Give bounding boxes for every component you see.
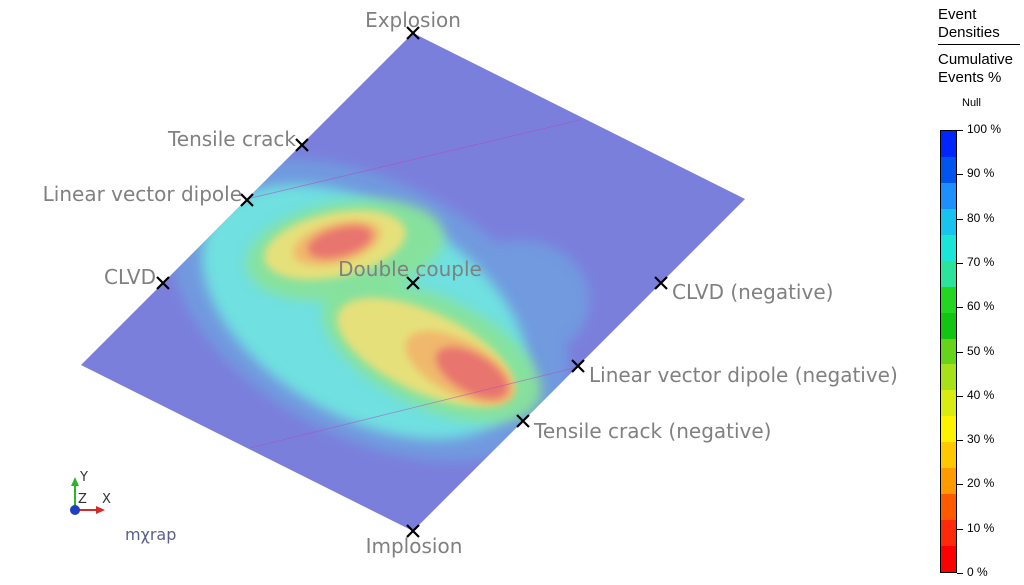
colorbar-tick (957, 218, 963, 220)
axis-z-label: Z (78, 492, 87, 507)
label-linear-vector-dipole: Linear vector dipole (43, 182, 242, 206)
colorbar-segment (941, 260, 956, 287)
colorbar-segment (941, 546, 956, 572)
marker-linear-vector-dipole (240, 193, 254, 207)
label-explosion: Explosion (365, 8, 461, 32)
label-tensile-crack: Tensile crack (167, 127, 296, 151)
colorbar-segment (941, 390, 956, 417)
colorbar-segment (941, 286, 956, 313)
colorbar-segment (941, 442, 956, 469)
marker-clvd (156, 276, 170, 290)
mechanism-markers (156, 26, 668, 538)
colorbar-tick (957, 174, 963, 176)
axis-x-label: X (102, 492, 111, 507)
colorbar-tick (957, 307, 963, 309)
marker-implosion (406, 524, 420, 538)
density-red-region (307, 226, 508, 399)
marker-tensile-crack-negative (516, 414, 530, 428)
label-clvd: CLVD (104, 265, 156, 289)
legend-title-line1: Event (938, 6, 977, 23)
colorbar-segment (941, 416, 956, 443)
mechanism-labels: Explosion Tensile crack Linear vector di… (43, 8, 898, 558)
legend-subtitle-line1: Cumulative (938, 51, 1014, 68)
colorbar-tick (957, 528, 963, 530)
colorbar-tick (957, 395, 963, 397)
colorbar-tick-label: 30 % (967, 432, 995, 447)
colorbar-tick-label: 90 % (967, 166, 995, 181)
colorbar-segment (941, 520, 956, 546)
colorbar-segment (941, 156, 956, 183)
marker-linear-vector-dipole-negative (571, 359, 585, 373)
colorbar-tick-label: 50 % (967, 343, 995, 358)
colorbar-tick-label: 70 % (967, 254, 995, 269)
marker-double-couple (406, 276, 420, 290)
reference-line-lower (249, 366, 579, 449)
colorbar-segment (941, 338, 956, 365)
colorbar-segment (941, 494, 956, 521)
colorbar (940, 130, 957, 573)
reference-line-upper (246, 119, 581, 200)
colorbar-tick (957, 440, 963, 442)
colorbar-tick (957, 484, 963, 486)
axis-triad (70, 477, 105, 515)
axis-y-label: Y (80, 470, 88, 485)
marker-explosion (406, 26, 420, 40)
colorbar-tick-label: 20 % (967, 476, 995, 491)
legend-divider (938, 44, 1020, 45)
density-plot: Explosion Tensile crack Linear vector di… (43, 8, 898, 558)
colorbar-segment (941, 182, 956, 209)
label-double-couple: Double couple (338, 257, 482, 281)
label-linear-vector-dipole-negative: Linear vector dipole (negative) (589, 363, 898, 387)
y-axis-arrowhead (71, 477, 79, 486)
legend-null-label: Null (962, 97, 981, 109)
colorbar-tick-label: 100 % (967, 122, 1002, 136)
mxrap-logo: mχrap (125, 525, 177, 544)
x-axis-arrowhead (96, 506, 105, 514)
colorbar-tick (957, 351, 963, 353)
colorbar-tick-label: 60 % (967, 299, 995, 314)
colorbar-segment (941, 468, 956, 495)
density-contours (170, 158, 590, 462)
legend-title-line2: Densities (938, 24, 1000, 41)
colorbar-legend: Event Densities Cumulative Events % Null… (930, 0, 1024, 585)
z-axis-origin (70, 505, 80, 515)
marker-clvd-negative (654, 276, 668, 290)
colorbar-segment (941, 208, 956, 235)
label-clvd-negative: CLVD (negative) (672, 280, 833, 304)
colorbar-tick (957, 573, 963, 574)
colorbar-tick-label: 10 % (967, 520, 995, 535)
legend-subtitle-line2: Events % (938, 69, 1002, 86)
marker-tensile-crack (295, 138, 309, 152)
colorbar-segment (941, 312, 956, 339)
colorbar-tick-label: 40 % (967, 387, 995, 402)
colorbar-tick (957, 130, 963, 131)
colorbar-tick-label: 80 % (967, 210, 995, 225)
colorbar-segment (941, 234, 956, 261)
label-tensile-crack-negative: Tensile crack (negative) (533, 419, 771, 443)
colorbar-tick-label: 0 % (967, 565, 988, 579)
colorbar-tick (957, 262, 963, 264)
label-implosion: Implosion (366, 534, 463, 558)
colorbar-segment (941, 131, 956, 157)
legend-subtitle: Cumulative Events % (938, 51, 1013, 87)
colorbar-segment (941, 364, 956, 391)
legend-title: Event Densities (938, 6, 1000, 42)
